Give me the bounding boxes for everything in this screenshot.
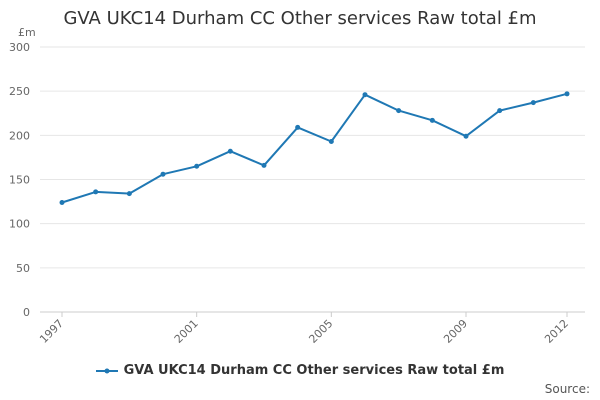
x-tick-label: 2005 [306,317,335,346]
series-lines [59,91,570,205]
x-tick-label: 2012 [542,317,571,346]
data-point[interactable] [362,92,368,98]
y-tick-label: 50 [16,262,30,275]
data-point[interactable] [564,91,570,97]
y-tick-label: 250 [9,85,30,98]
series-line[interactable] [61,92,568,204]
data-point[interactable] [93,189,99,195]
x-tick-label: 1997 [37,317,66,346]
data-point[interactable] [396,108,402,114]
data-point[interactable] [261,162,267,168]
y-axis-label: £m [18,26,36,39]
data-point[interactable] [59,199,65,205]
chart-title: GVA UKC14 Durham CC Other services Raw t… [63,8,537,29]
y-tick-labels: 0 50 100 150 200 250 300 [9,41,30,319]
y-tick-label: 150 [9,174,30,187]
data-point[interactable] [328,139,334,145]
legend-line-marker-icon [95,368,118,373]
data-point[interactable] [295,124,301,130]
y-tick-label: 200 [9,129,30,142]
data-point[interactable] [160,171,166,177]
legend-label: GVA UKC14 Durham CC Other services Raw t… [123,363,505,378]
axes [40,311,585,317]
y-tick-label: 100 [9,218,30,231]
data-point[interactable] [227,148,233,154]
y-tick-label: 0 [23,306,30,319]
data-point[interactable] [530,100,536,106]
source-label: Source: [544,382,590,396]
data-point[interactable] [194,163,200,169]
data-point[interactable] [497,108,503,114]
data-point[interactable] [429,117,435,123]
x-tick-label: 2009 [441,317,470,346]
x-tick-labels: 1997 2001 2005 2009 2012 [37,317,571,346]
data-point[interactable] [126,191,132,197]
gridlines [40,46,585,269]
legend[interactable]: GVA UKC14 Durham CC Other services Raw t… [0,363,600,378]
data-point[interactable] [463,133,469,139]
y-tick-label: 300 [9,41,30,54]
x-tick-label: 2001 [172,317,201,346]
